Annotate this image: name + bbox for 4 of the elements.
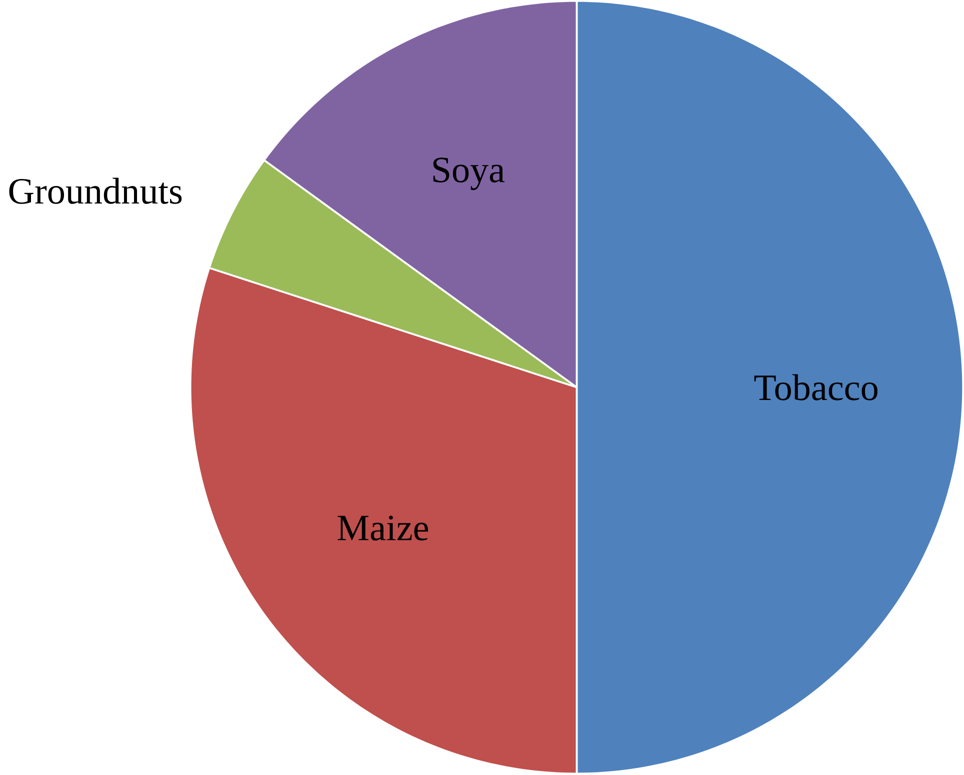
- slice-label: Tobacco: [754, 374, 878, 401]
- slice-label: Groundnuts: [9, 178, 182, 204]
- slice-label: Maize: [338, 516, 428, 541]
- slice-label: Soya: [433, 158, 505, 190]
